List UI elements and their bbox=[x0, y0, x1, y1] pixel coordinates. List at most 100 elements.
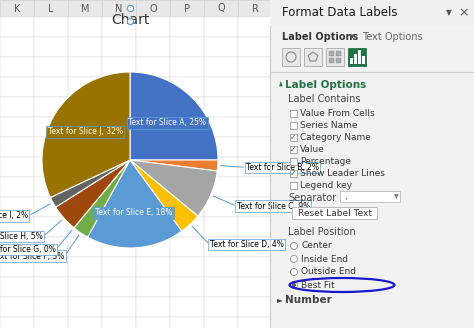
Text: ✓: ✓ bbox=[290, 145, 297, 154]
Bar bbox=[340, 191, 400, 202]
Bar bbox=[354, 54, 357, 64]
Bar bbox=[68, 277, 102, 297]
Bar bbox=[204, 0, 238, 17]
Text: Format Data Labels: Format Data Labels bbox=[282, 7, 398, 19]
Wedge shape bbox=[130, 72, 218, 160]
Wedge shape bbox=[130, 160, 217, 216]
Bar bbox=[102, 0, 136, 17]
Bar bbox=[34, 237, 68, 257]
Bar bbox=[102, 177, 136, 197]
Bar bbox=[238, 0, 272, 17]
Text: R: R bbox=[252, 4, 258, 13]
Bar bbox=[290, 182, 297, 189]
Bar bbox=[350, 58, 353, 64]
Bar bbox=[204, 317, 238, 328]
Bar bbox=[136, 97, 170, 117]
Bar bbox=[170, 197, 204, 217]
Bar bbox=[204, 237, 238, 257]
Text: Chart: Chart bbox=[111, 13, 149, 27]
Bar bbox=[0, 317, 34, 328]
Text: L: L bbox=[48, 4, 54, 13]
Bar bbox=[68, 197, 102, 217]
Bar bbox=[170, 237, 204, 257]
Bar bbox=[170, 217, 204, 237]
Text: Text for Slice A, 25%: Text for Slice A, 25% bbox=[128, 118, 206, 127]
Bar bbox=[0, 37, 34, 57]
Bar bbox=[0, 297, 34, 317]
Bar bbox=[170, 17, 204, 37]
Bar bbox=[102, 297, 136, 317]
Text: Legend key: Legend key bbox=[300, 181, 352, 190]
Circle shape bbox=[292, 283, 296, 287]
Bar bbox=[170, 117, 204, 137]
Bar bbox=[290, 158, 297, 165]
Text: Text for Slice J, 32%: Text for Slice J, 32% bbox=[48, 127, 123, 136]
Bar bbox=[170, 137, 204, 157]
Bar bbox=[0, 77, 34, 97]
Bar bbox=[34, 317, 68, 328]
Bar bbox=[0, 217, 34, 237]
Bar bbox=[34, 177, 68, 197]
Bar bbox=[204, 157, 238, 177]
Bar bbox=[238, 117, 272, 137]
Text: Text for Slice H, 5%: Text for Slice H, 5% bbox=[0, 232, 43, 241]
Bar bbox=[170, 77, 204, 97]
Text: O: O bbox=[149, 4, 157, 13]
Bar bbox=[270, 0, 474, 26]
Text: Text for Slice E, 18%: Text for Slice E, 18% bbox=[95, 208, 172, 217]
Bar bbox=[136, 157, 170, 177]
Bar bbox=[0, 57, 34, 77]
Wedge shape bbox=[56, 160, 130, 228]
Bar bbox=[136, 297, 170, 317]
Bar bbox=[170, 37, 204, 57]
Circle shape bbox=[291, 242, 298, 250]
Bar bbox=[34, 157, 68, 177]
Text: Label Position: Label Position bbox=[288, 227, 356, 237]
Bar bbox=[68, 317, 102, 328]
Bar bbox=[292, 207, 377, 219]
Bar bbox=[0, 0, 34, 17]
Bar bbox=[102, 117, 136, 137]
Text: Label Options: Label Options bbox=[282, 32, 358, 42]
Bar bbox=[34, 217, 68, 237]
Bar bbox=[0, 17, 34, 37]
Text: Text for Slice B, 2%: Text for Slice B, 2% bbox=[246, 163, 319, 172]
Bar bbox=[358, 50, 361, 64]
Bar bbox=[34, 297, 68, 317]
Bar bbox=[34, 77, 68, 97]
Bar bbox=[102, 57, 136, 77]
Text: ✓: ✓ bbox=[290, 133, 297, 142]
Bar bbox=[204, 17, 238, 37]
Bar bbox=[34, 277, 68, 297]
Bar bbox=[336, 51, 341, 56]
Bar bbox=[68, 37, 102, 57]
Bar bbox=[170, 277, 204, 297]
Bar bbox=[34, 37, 68, 57]
Bar bbox=[238, 297, 272, 317]
Bar bbox=[326, 48, 344, 66]
Circle shape bbox=[291, 256, 298, 262]
Bar bbox=[34, 97, 68, 117]
Text: Number: Number bbox=[285, 295, 332, 305]
Bar bbox=[0, 177, 34, 197]
Bar bbox=[238, 177, 272, 197]
Bar bbox=[68, 297, 102, 317]
Bar bbox=[170, 97, 204, 117]
Bar bbox=[282, 48, 300, 66]
Bar bbox=[34, 117, 68, 137]
Text: Q: Q bbox=[217, 4, 225, 13]
Text: Center: Center bbox=[301, 241, 332, 251]
Bar bbox=[238, 97, 272, 117]
Bar bbox=[136, 197, 170, 217]
Bar bbox=[290, 110, 297, 117]
Bar bbox=[102, 77, 136, 97]
Bar bbox=[362, 56, 365, 64]
Bar bbox=[290, 170, 297, 177]
Bar bbox=[34, 197, 68, 217]
Bar bbox=[290, 134, 297, 141]
Bar bbox=[336, 58, 341, 63]
Text: ,: , bbox=[344, 192, 346, 201]
Bar bbox=[102, 97, 136, 117]
Bar bbox=[238, 77, 272, 97]
Bar bbox=[170, 317, 204, 328]
